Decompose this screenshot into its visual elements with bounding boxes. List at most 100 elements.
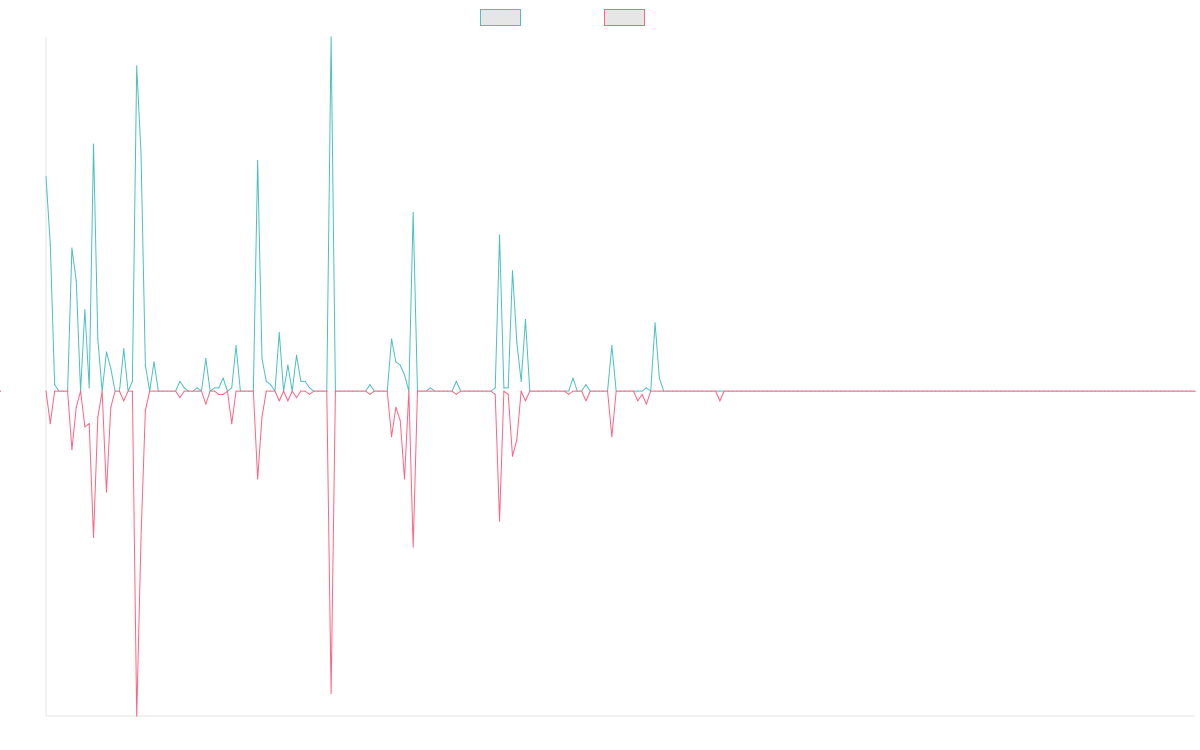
data-point (840, 390, 842, 392)
data-point (162, 390, 164, 392)
data-point (157, 390, 159, 392)
legend-item-2[interactable] (604, 9, 645, 26)
data-point (537, 390, 540, 392)
series-points-2 (0, 390, 1196, 717)
data-point (438, 390, 440, 392)
data-point (403, 374, 406, 376)
data-point (870, 390, 872, 392)
data-point (317, 390, 319, 392)
data-point (680, 390, 682, 392)
data-point (110, 406, 112, 408)
data-point (282, 390, 285, 392)
data-point (861, 390, 863, 392)
data-point (75, 406, 77, 408)
data-point (671, 390, 673, 392)
data-point (883, 390, 885, 392)
data-point (123, 400, 125, 402)
data-point (88, 423, 90, 425)
data-point (105, 351, 108, 353)
data-point (360, 390, 362, 392)
data-point (136, 65, 138, 67)
legend (480, 9, 645, 26)
data-point (1159, 390, 1162, 392)
data-point (1060, 390, 1062, 392)
data-point (956, 390, 959, 392)
data-point (179, 397, 181, 399)
data-point (978, 390, 980, 392)
data-point (257, 159, 259, 162)
data-point (334, 390, 337, 392)
data-point (494, 387, 496, 389)
data-point (365, 390, 367, 392)
data-point (663, 390, 665, 392)
data-point (196, 387, 198, 389)
data-point (412, 211, 414, 214)
data-point (408, 390, 410, 392)
data-point (758, 390, 760, 392)
data-point (477, 390, 479, 392)
data-point (131, 380, 133, 382)
data-point (330, 36, 332, 38)
data-point (632, 390, 635, 392)
data-point (654, 322, 656, 324)
data-point (788, 390, 790, 392)
data-point (1090, 390, 1092, 392)
data-point (1086, 390, 1088, 392)
data-point (1004, 390, 1006, 392)
data-point (67, 390, 69, 392)
data-point (270, 390, 272, 392)
data-point (745, 390, 747, 392)
data-point (399, 419, 401, 421)
data-point (287, 400, 289, 402)
data-point (611, 345, 613, 347)
data-point (611, 436, 613, 438)
data-point (261, 358, 263, 360)
data-point (1064, 390, 1067, 392)
data-point (174, 390, 177, 392)
data-point (727, 390, 730, 392)
data-point (481, 390, 483, 392)
data-point (45, 176, 47, 178)
data-point (110, 367, 112, 369)
data-point (550, 390, 552, 392)
data-point (667, 390, 669, 392)
data-point (593, 390, 596, 392)
data-point (153, 361, 155, 363)
data-point (1151, 390, 1153, 392)
data-point (54, 384, 56, 386)
data-point (615, 390, 617, 392)
data-point (572, 377, 574, 379)
data-point (153, 390, 155, 392)
data-point (485, 390, 488, 392)
data-point (222, 393, 224, 395)
data-point (369, 393, 371, 395)
data-point (308, 387, 311, 389)
data-point (762, 390, 764, 392)
data-point (183, 390, 185, 392)
data-point (330, 692, 332, 694)
data-point (676, 390, 678, 392)
data-point (490, 390, 492, 392)
data-point (71, 247, 73, 249)
data-point (831, 390, 833, 392)
data-point (473, 390, 475, 392)
data-point (805, 390, 807, 392)
data-point (287, 364, 289, 366)
data-point (740, 390, 743, 392)
data-point (874, 390, 876, 392)
data-point (909, 390, 911, 392)
data-point (192, 390, 194, 392)
legend-item-1[interactable] (480, 9, 521, 26)
data-point (771, 390, 773, 392)
data-point (969, 390, 971, 392)
data-point (187, 390, 190, 392)
series-line-2 (45, 390, 1195, 717)
data-point (200, 390, 203, 392)
series-1 (0, 36, 1196, 392)
data-point (1164, 390, 1166, 392)
data-point (1038, 390, 1041, 392)
data-point (265, 380, 267, 382)
data-point (395, 361, 397, 363)
data-point (917, 390, 920, 392)
data-point (879, 390, 881, 392)
